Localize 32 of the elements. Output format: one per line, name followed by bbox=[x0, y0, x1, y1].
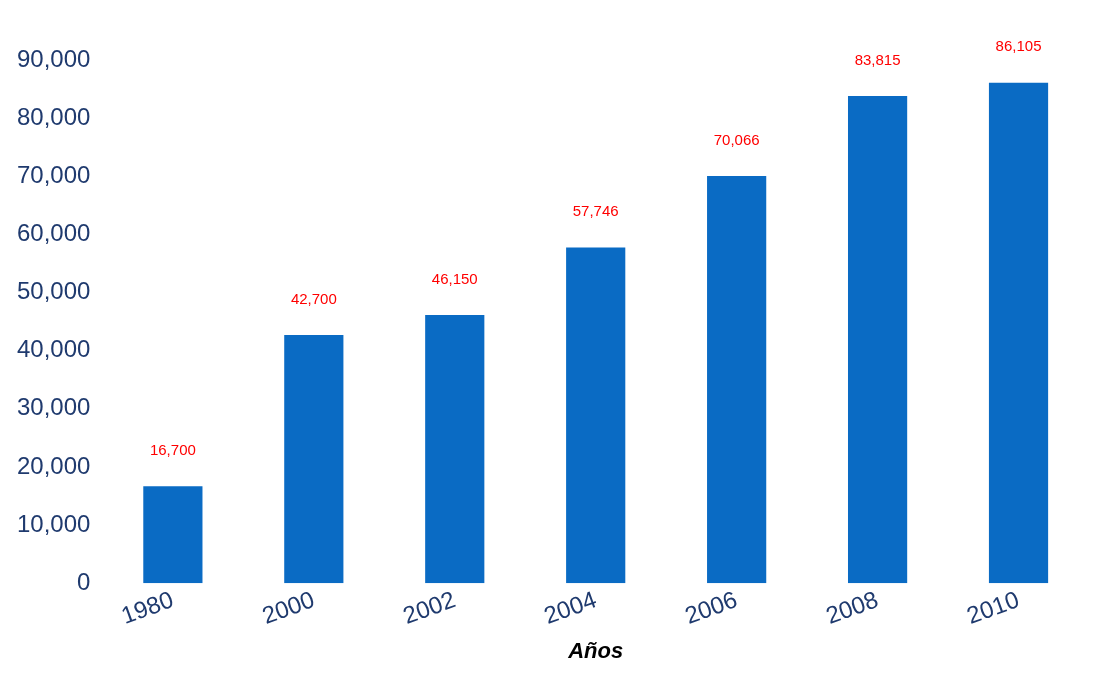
y-tick-label: 0 bbox=[77, 567, 91, 595]
y-tick-label: 50,000 bbox=[17, 277, 91, 305]
data-label: 83,815 bbox=[854, 50, 901, 68]
data-label: 86,105 bbox=[995, 37, 1042, 55]
x-axis-title: Años bbox=[567, 637, 624, 663]
x-tick-label: 2004 bbox=[540, 585, 600, 629]
y-tick-label: 90,000 bbox=[17, 44, 91, 72]
x-tick-label: 1980 bbox=[117, 585, 177, 629]
y-tick-label: 70,000 bbox=[17, 160, 91, 188]
bar bbox=[143, 486, 203, 584]
x-tick-label: 2008 bbox=[822, 585, 882, 629]
x-tick-label: 2006 bbox=[681, 585, 741, 629]
data-label: 46,150 bbox=[431, 269, 478, 287]
y-tick-label: 30,000 bbox=[17, 393, 91, 421]
bar bbox=[284, 335, 344, 584]
bar bbox=[707, 175, 767, 584]
bar bbox=[847, 95, 908, 584]
y-tick-label: 40,000 bbox=[17, 335, 91, 363]
x-tick-label: 2010 bbox=[963, 585, 1023, 629]
x-tick-label: 2002 bbox=[399, 585, 459, 629]
y-tick-label: 80,000 bbox=[17, 102, 91, 130]
data-label: 70,066 bbox=[713, 130, 760, 148]
data-label: 42,700 bbox=[290, 289, 337, 307]
y-tick-label: 10,000 bbox=[17, 509, 91, 537]
x-tick-label: 2000 bbox=[258, 585, 318, 629]
bar bbox=[425, 314, 485, 584]
bar bbox=[566, 247, 626, 584]
data-label: 16,700 bbox=[149, 440, 196, 458]
data-label: 57,746 bbox=[572, 202, 619, 220]
bar bbox=[988, 82, 1049, 584]
y-tick-label: 60,000 bbox=[17, 219, 91, 247]
y-tick-label: 20,000 bbox=[17, 451, 91, 479]
